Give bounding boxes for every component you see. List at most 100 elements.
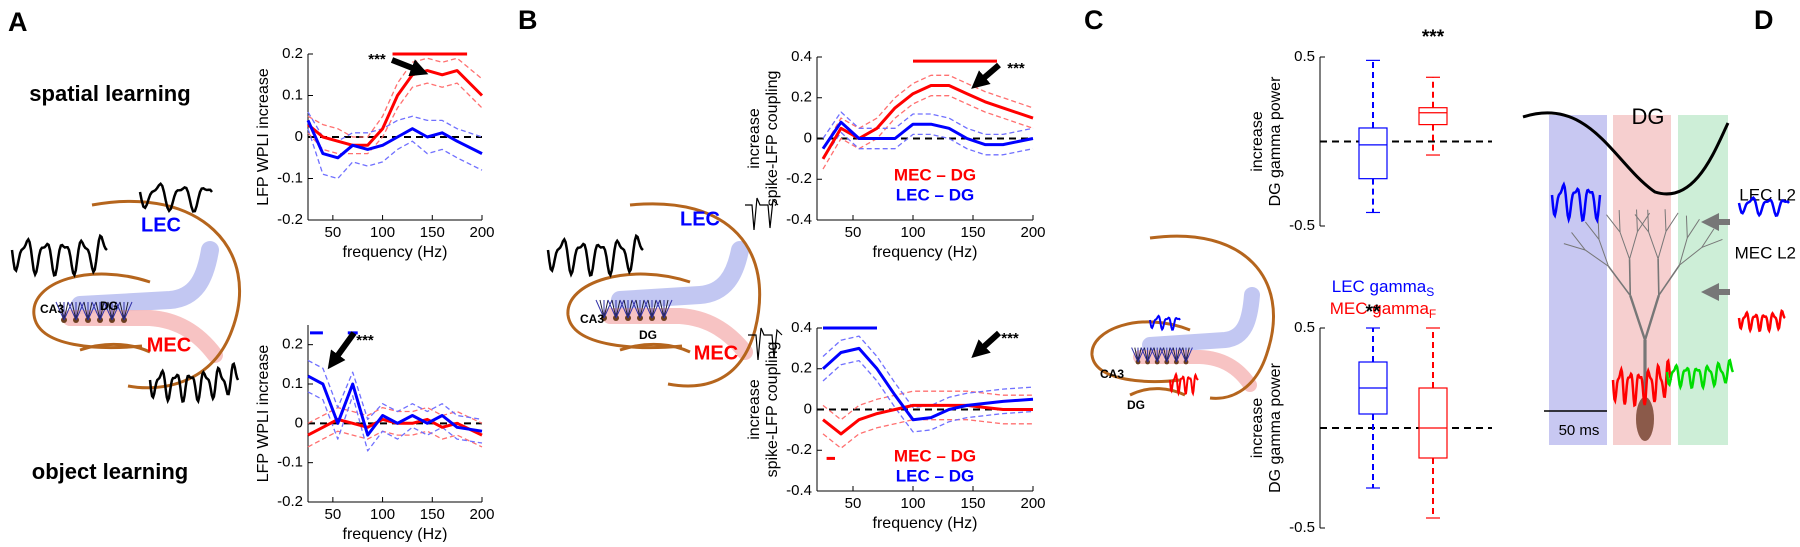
legend-entry: LEC gammaS (1332, 277, 1435, 299)
error-bound (307, 391, 483, 452)
dendrite (1571, 232, 1586, 251)
panel-letter: D (1754, 5, 1774, 35)
error-bound (822, 359, 1034, 433)
dendrite (1185, 347, 1193, 363)
dendrite (631, 299, 641, 319)
dendrite (611, 299, 617, 319)
diagram-title: DG (1632, 104, 1665, 129)
y-axis-label: spike-LFP coupling (764, 342, 781, 478)
dendrite (111, 301, 117, 321)
dendrite (1150, 347, 1158, 363)
y-tick-label: 0.1 (282, 86, 303, 103)
region-label: DG (1127, 398, 1145, 412)
arrow (327, 331, 357, 370)
dendrite (651, 299, 657, 319)
dendrite (75, 301, 81, 321)
mean-line (821, 84, 1034, 160)
outline (1133, 350, 1257, 392)
dendrite (651, 299, 661, 319)
y-tick-label: 0.2 (791, 360, 812, 377)
dendrite (1685, 215, 1688, 238)
outline (745, 197, 779, 231)
y-axis-label: increase (1249, 111, 1266, 172)
trace (1737, 308, 1786, 334)
region-label: CA3 (580, 312, 604, 326)
dendrite (1169, 347, 1177, 363)
dendrite (1584, 221, 1600, 240)
dendrite (1678, 237, 1688, 266)
x-tick-label: 150 (420, 506, 445, 523)
dendrite (663, 299, 669, 319)
y-tick-label: 0.2 (791, 89, 812, 106)
outline (602, 308, 753, 360)
y-axis-label: spike-LFP coupling (764, 71, 781, 207)
group (595, 299, 673, 321)
error-bound (307, 57, 483, 138)
dendrite (79, 301, 89, 321)
dendrite (663, 299, 673, 319)
error-bound (307, 128, 483, 180)
dendrite (639, 299, 645, 319)
x-tick-label: 200 (1020, 495, 1045, 512)
dendrite (63, 301, 73, 321)
dendrite (1163, 347, 1168, 363)
dendrite (1643, 294, 1660, 341)
x-tick-label: 150 (420, 224, 445, 241)
dendrite (1679, 247, 1703, 266)
y-tick-label: 0.5 (1294, 48, 1315, 65)
annotation: *** (1001, 330, 1019, 347)
error-bound (822, 335, 1034, 409)
dendrite (1657, 258, 1660, 296)
region-label: MEC (694, 342, 738, 364)
dendrite (1634, 214, 1649, 233)
region-label: LEC (680, 208, 720, 230)
region-label: DG (639, 328, 657, 342)
y-axis-label: LFP WPLI increase (255, 68, 272, 206)
y-tick-label: 0.2 (282, 45, 303, 62)
mean-line (307, 374, 483, 437)
x-axis-label: frequency (Hz) (343, 244, 448, 261)
dendrite (615, 299, 621, 319)
annotation: ** (1366, 302, 1381, 323)
dendrite (659, 299, 665, 319)
row-label: object learning (32, 459, 188, 484)
dendrite (1179, 347, 1187, 363)
error-bound (822, 95, 1034, 170)
hippocampus-diagram: LEC MEC CA3 DG (32, 199, 242, 390)
dendrite (607, 299, 617, 319)
legend-subscript: F (1429, 307, 1436, 321)
dendrite (1628, 259, 1632, 296)
box (1418, 107, 1448, 126)
dendrite (1143, 347, 1149, 363)
group (1563, 209, 1723, 400)
mean-line (821, 346, 1034, 422)
dendrite (1597, 217, 1600, 240)
outline (611, 241, 749, 309)
dendrite (615, 299, 625, 319)
dendrite (1172, 347, 1177, 363)
dendrite (1156, 347, 1165, 363)
dendrite (1647, 209, 1650, 232)
dendrite (1658, 264, 1681, 296)
dendrite (103, 301, 113, 321)
x-tick-label: 150 (960, 495, 985, 512)
y-axis-label: DG gamma power (1267, 362, 1284, 492)
dendrite (83, 301, 89, 321)
input-label: MEC L2 (1735, 243, 1796, 262)
x-axis-label: frequency (Hz) (343, 526, 448, 542)
panel-letter: B (518, 5, 538, 35)
error-bound (822, 390, 1033, 421)
annotation: *** (356, 332, 374, 349)
dendrite (55, 301, 65, 321)
outline (1149, 234, 1275, 400)
y-tick-label: -0.5 (1289, 519, 1315, 536)
dendrite (623, 299, 629, 319)
dendrite (87, 301, 97, 321)
dendrite (119, 301, 125, 321)
arrow (971, 62, 1001, 89)
mean-line (822, 403, 1033, 436)
dendrite (1131, 347, 1139, 363)
soma (1636, 397, 1654, 441)
dendrite (639, 299, 649, 319)
error-bound (307, 82, 483, 155)
